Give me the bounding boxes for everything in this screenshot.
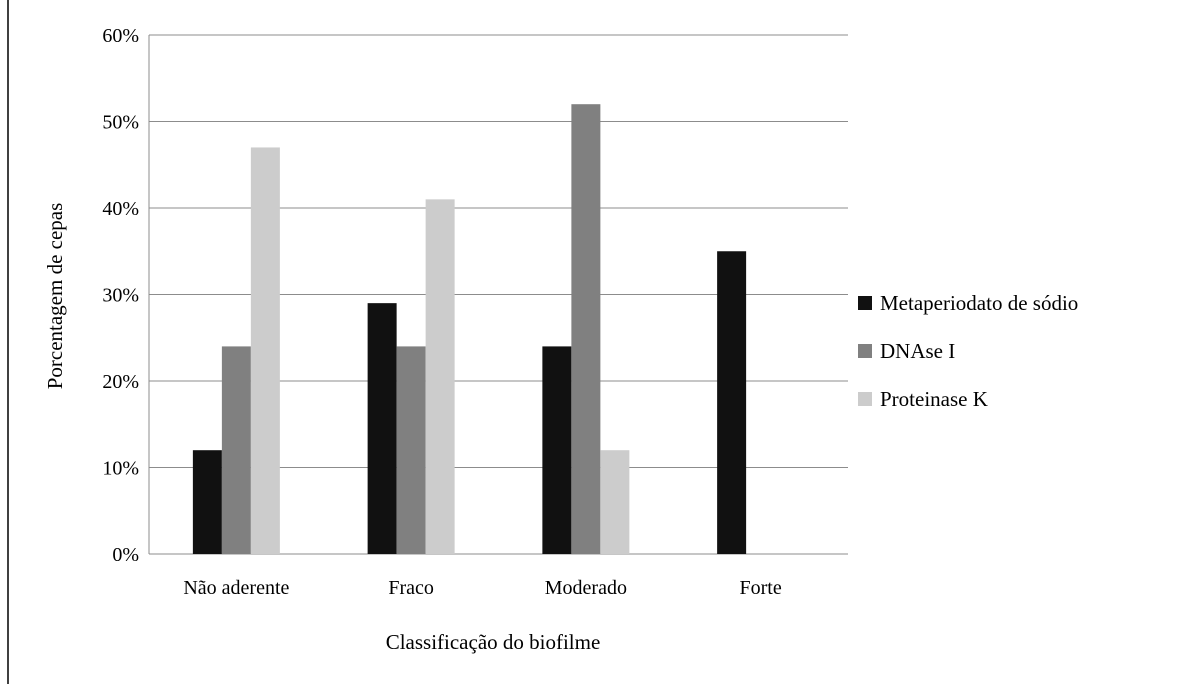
y-tick-label: 40%	[102, 198, 139, 220]
y-tick-label: 50%	[102, 112, 139, 134]
y-tick-label: 10%	[102, 458, 139, 480]
legend: Metaperiodato de sódio DNAse I Proteinase …	[858, 291, 1078, 411]
y-tick-label: 60%	[102, 25, 139, 47]
y-axis-title: Porcentagem de cepas	[43, 203, 67, 390]
legend-swatch	[858, 392, 872, 406]
legend-swatch	[858, 296, 872, 310]
bar	[571, 104, 601, 554]
y-tick-label: 20%	[102, 371, 139, 393]
bar	[250, 147, 280, 554]
x-tick-label: Não aderente	[183, 577, 289, 599]
x-tick-labels: Não aderente Fraco Moderado Forte	[183, 577, 782, 599]
x-tick-label: Forte	[740, 577, 782, 599]
x-axis-title: Classificação do biofilme	[386, 630, 601, 654]
bar	[425, 199, 455, 554]
bar	[542, 346, 572, 554]
legend-swatch	[858, 344, 872, 358]
bar	[367, 303, 397, 554]
bar	[396, 346, 426, 554]
bar	[221, 346, 251, 554]
x-tick-label: Moderado	[545, 577, 627, 599]
legend-label: Metaperiodato de sódio	[880, 291, 1078, 315]
bar	[717, 251, 747, 554]
x-tick-label: Fraco	[388, 577, 434, 599]
bar	[192, 450, 222, 554]
bars	[192, 104, 747, 554]
legend-label: DNAse I	[880, 339, 955, 363]
bar	[600, 450, 630, 554]
y-tick-labels: 0% 10% 20% 30% 40% 50% 60%	[102, 25, 139, 566]
y-tick-label: 0%	[112, 544, 139, 566]
y-tick-label: 30%	[102, 285, 139, 307]
legend-label: Proteinase K	[880, 387, 988, 411]
